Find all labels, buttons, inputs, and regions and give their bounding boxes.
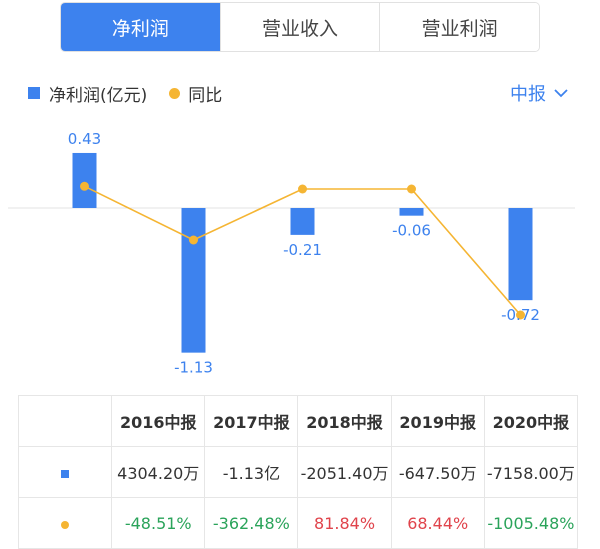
table-row-net-profit: 4304.20万 -1.13亿 -2051.40万 -647.50万 -7158… [17, 446, 579, 498]
tab-operating-profit[interactable]: 营业利润 [379, 3, 539, 51]
yoy-point [298, 184, 307, 194]
table-header-cell: 2020中报 [483, 395, 579, 447]
tab-revenue[interactable]: 营业收入 [219, 3, 380, 51]
line-legend-label: 同比 [188, 85, 223, 106]
chevron-down-icon [554, 88, 568, 97]
table-cell: 4304.20万 [111, 446, 206, 498]
chart-bar [181, 208, 206, 353]
bar-marker-icon [61, 469, 70, 478]
table-header-cell: 2016中报 [111, 395, 206, 447]
table-corner-cell [17, 395, 113, 447]
data-table: 2016中报 2017中报 2018中报 2019中报 2020中报 4304.… [17, 395, 579, 549]
table-cell: 81.84% [297, 497, 392, 549]
table-cell: -48.51% [111, 497, 206, 549]
bar-value-label: -0.72 [501, 306, 540, 324]
net-profit-chart: 0.43 -1.13 -0.21 -0.06 -0.72 [8, 130, 575, 377]
line-legend-swatch [169, 87, 181, 99]
table-cell: -362.48% [204, 497, 299, 549]
table-header-cell: 2018中报 [297, 395, 392, 447]
bar-value-label: -1.13 [174, 359, 213, 377]
chart-bar [399, 208, 424, 216]
tab-net-profit[interactable]: 净利润 [61, 3, 220, 51]
yoy-point [516, 310, 525, 320]
table-cell: 68.44% [390, 497, 485, 549]
chart-legend: 净利润(亿元) 同比 [28, 80, 222, 106]
table-row-yoy: -48.51% -362.48% 81.84% 68.44% -1005.48% [17, 497, 579, 549]
table-header-row: 2016中报 2017中报 2018中报 2019中报 2020中报 [17, 395, 579, 447]
table-cell: -2051.40万 [297, 446, 392, 498]
bar-legend-label: 净利润(亿元) [49, 85, 148, 106]
bar-legend-swatch [28, 87, 40, 99]
table-cell: -7158.00万 [483, 446, 579, 498]
bar-value-label: 0.43 [68, 130, 101, 148]
table-header-cell: 2017中报 [204, 395, 299, 447]
yoy-point [80, 181, 89, 191]
dot-marker-icon [61, 520, 70, 529]
table-cell: -647.50万 [390, 446, 485, 498]
bar-value-label: -0.21 [283, 241, 322, 259]
period-dropdown-value: 中报 [510, 84, 546, 105]
chart-bar [72, 152, 97, 208]
yoy-point [189, 235, 198, 245]
bar-value-label: -0.06 [392, 222, 431, 240]
table-header-cell: 2019中报 [390, 395, 485, 447]
metric-tabs: 净利润 营业收入 营业利润 [60, 2, 540, 52]
table-cell: -1.13亿 [204, 446, 299, 498]
chart-bar [508, 208, 533, 301]
chart-bar [290, 208, 315, 235]
period-dropdown[interactable]: 中报 [510, 80, 568, 106]
table-cell: -1005.48% [483, 497, 579, 549]
yoy-point [407, 184, 416, 194]
